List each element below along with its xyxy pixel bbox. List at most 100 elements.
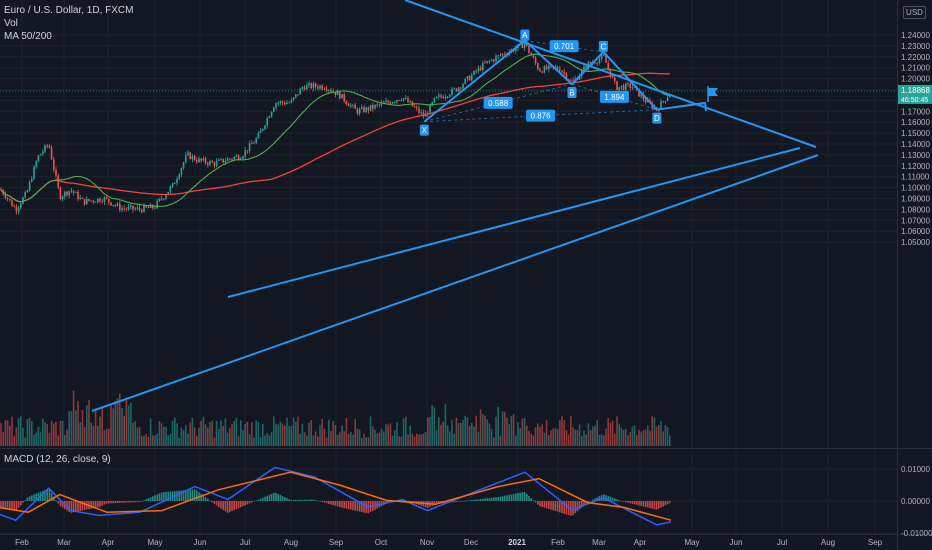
volume-bar xyxy=(499,435,502,446)
candle xyxy=(251,140,253,145)
volume-bar xyxy=(587,423,590,446)
macd-histogram-bar xyxy=(343,501,345,509)
candle-body xyxy=(594,62,596,64)
macd-histogram-bar xyxy=(257,499,260,501)
volume-bar xyxy=(204,424,207,446)
candle xyxy=(396,99,398,105)
macd-histogram-bar xyxy=(99,501,101,507)
candle xyxy=(350,102,352,109)
volume-bar xyxy=(44,422,46,446)
volume-bar xyxy=(297,416,299,446)
candle-body xyxy=(501,53,504,56)
candle-body xyxy=(99,198,101,202)
candle-body xyxy=(611,76,614,78)
macd-histogram-bar xyxy=(165,491,167,501)
macd-histogram-bar xyxy=(20,501,22,506)
candle-body xyxy=(438,95,440,97)
candle-body xyxy=(215,161,218,166)
macd-histogram-bar xyxy=(523,491,526,501)
volume-bar xyxy=(556,429,559,446)
macd-histogram-bar xyxy=(530,498,532,501)
macd-histogram-bar xyxy=(358,501,361,512)
macd-histogram-bar xyxy=(510,494,513,501)
projection-arrow-line xyxy=(656,102,706,111)
candle xyxy=(422,109,425,120)
candle-body xyxy=(422,112,425,117)
macd-histogram-bar xyxy=(605,495,607,501)
candle xyxy=(409,99,411,104)
volume-bar xyxy=(574,429,576,446)
candle-body xyxy=(548,65,550,70)
volume-bar xyxy=(435,430,438,446)
candle-body xyxy=(328,90,330,91)
candle-body xyxy=(416,107,418,109)
macd-histogram-bar xyxy=(453,501,455,503)
volume-bar xyxy=(330,431,332,446)
macd-histogram-bar xyxy=(497,497,499,501)
macd-histogram-bar xyxy=(486,498,488,501)
candle xyxy=(662,100,664,104)
candle-body xyxy=(418,108,420,113)
macd-histogram-bar xyxy=(321,501,323,502)
volume-bar xyxy=(28,417,31,446)
volume-bar xyxy=(88,400,90,446)
volume-bar xyxy=(528,430,530,446)
candle xyxy=(66,190,68,198)
price-axis-tick-label: 1.06000 xyxy=(901,227,930,236)
candle-body xyxy=(354,104,356,109)
macd-histogram-bar xyxy=(83,501,86,511)
candle-body xyxy=(616,81,618,91)
candle xyxy=(572,77,574,82)
volume-bar xyxy=(119,393,121,446)
macd-histogram-bar xyxy=(147,498,150,501)
candle-body xyxy=(13,205,15,207)
currency-badge[interactable]: USD xyxy=(903,6,926,19)
macd-histogram-bar xyxy=(48,489,51,501)
volume-bar xyxy=(244,423,246,446)
macd-histogram-bar xyxy=(633,501,636,505)
macd-histogram-bar xyxy=(24,500,26,501)
candle-body xyxy=(86,199,88,205)
time-axis-tick-label: Sep xyxy=(329,538,344,547)
macd-histogram-bar xyxy=(264,496,266,501)
volume-bar xyxy=(145,433,147,446)
macd-histogram-bar xyxy=(563,501,565,514)
macd-histogram-bar xyxy=(640,501,642,506)
volume-bar xyxy=(328,419,330,446)
volume-bar xyxy=(83,427,86,446)
candle-body xyxy=(53,159,55,170)
volume-bar xyxy=(598,434,601,446)
macd-histogram-bar xyxy=(462,501,464,502)
macd-histogram-bar xyxy=(528,495,530,501)
volume-bar xyxy=(270,432,273,446)
candle-body xyxy=(345,101,348,105)
macd-histogram-bar xyxy=(471,500,473,501)
macd-histogram-bar xyxy=(224,501,227,512)
volume-bar xyxy=(59,420,62,446)
volume-bar xyxy=(554,428,557,446)
candle xyxy=(453,87,455,90)
candle-body xyxy=(48,145,51,148)
macd-histogram-bar xyxy=(292,499,295,501)
volume-bar xyxy=(380,428,383,446)
volume-bar xyxy=(356,428,359,446)
candle-body xyxy=(266,118,268,126)
candle-body xyxy=(202,158,205,161)
trend-drawings: X A B C D 0.701 0.588 1.894 0.876 xyxy=(91,0,819,412)
time-axis-tick-label: Dec xyxy=(464,538,478,547)
point-label: B xyxy=(569,89,574,98)
candle-body xyxy=(196,160,198,162)
macd-histogram-bar xyxy=(125,501,128,503)
candle xyxy=(180,167,183,178)
macd-histogram-bar xyxy=(167,491,169,501)
candle-body xyxy=(108,198,110,203)
macd-histogram-bar xyxy=(160,492,163,501)
candle xyxy=(627,81,629,87)
macd-histogram-bar xyxy=(97,501,99,508)
macd-histogram-bar xyxy=(123,501,125,503)
macd-histogram-bar xyxy=(31,495,33,501)
candle-body xyxy=(237,155,240,160)
volume-bar xyxy=(198,427,200,446)
macd-histogram-bar xyxy=(576,501,579,512)
